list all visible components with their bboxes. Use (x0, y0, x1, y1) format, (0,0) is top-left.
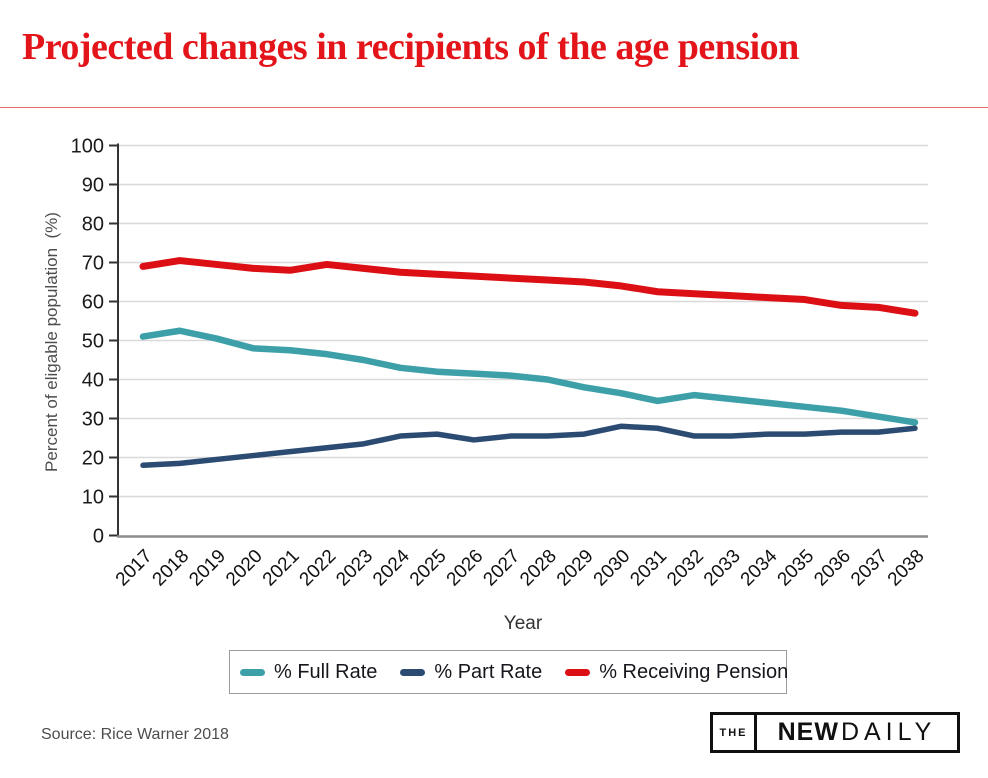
legend-item-receiving-pension: % Receiving Pension (565, 661, 788, 684)
x-tick-label: 2022 (296, 546, 341, 591)
x-axis-title: Year (504, 613, 543, 634)
x-tick-label: 2037 (847, 546, 892, 591)
line-chart: 0102030405060708090100201720182019202020… (42, 136, 929, 635)
source-note: Source: Rice Warner 2018 (41, 726, 229, 743)
y-tick-label: 0 (93, 526, 104, 548)
series-line-part-rate (140, 423, 918, 469)
y-tick-label: 50 (82, 331, 104, 353)
logo-new-text: NEW (777, 718, 839, 746)
y-tick-label: 90 (82, 175, 104, 197)
y-tick-label: 80 (82, 214, 104, 236)
logo-wordmark: NEW DAILY (757, 715, 957, 750)
legend-item-full-rate: % Full Rate (240, 661, 377, 684)
y-tick-label: 60 (82, 292, 104, 314)
legend-label-full-rate: % Full Rate (274, 660, 378, 683)
y-tick-label: 70 (82, 253, 104, 275)
x-tick-label: 2027 (479, 546, 524, 591)
receiving-pension-swatch (565, 668, 591, 676)
chart-legend: % Full Rate % Part Rate % Receiving Pens… (229, 650, 788, 694)
x-tick-label: 2035 (774, 546, 819, 591)
x-tick-label: 2026 (443, 546, 488, 591)
y-axis-title: Percent of eligable population (%) (42, 212, 61, 472)
y-tick-label: 20 (82, 448, 104, 470)
x-tick-label: 2036 (810, 546, 855, 591)
series-line-full-rate (139, 327, 919, 426)
x-tick-label: 2023 (332, 546, 377, 591)
x-tick-label: 2038 (884, 546, 929, 591)
x-tick-label: 2020 (222, 546, 267, 591)
x-tick-label: 2017 (112, 546, 157, 591)
newdaily-logo: THE NEW DAILY (710, 712, 960, 753)
x-tick-label: 2033 (700, 546, 745, 591)
logo-the-text: THE (713, 715, 757, 750)
part-rate-swatch (400, 668, 426, 676)
full-rate-swatch (240, 668, 265, 676)
page-title: Projected changes in recipients of the a… (22, 26, 799, 68)
x-tick-label: 2021 (259, 546, 304, 591)
x-tick-label: 2028 (516, 546, 561, 591)
legend-item-part-rate: % Part Rate (400, 661, 542, 684)
x-tick-label: 2034 (737, 545, 782, 590)
x-tick-label: 2025 (406, 546, 451, 591)
series-line-receiving-pension (139, 257, 919, 317)
x-tick-label: 2030 (590, 546, 635, 591)
x-tick-label: 2018 (149, 546, 194, 591)
legend-label-part-rate: % Part Rate (434, 660, 543, 683)
logo-daily-text: DAILY (840, 718, 937, 746)
y-tick-label: 10 (82, 487, 104, 509)
x-tick-label: 2029 (553, 546, 598, 591)
y-tick-label: 100 (71, 136, 104, 158)
x-tick-label: 2031 (626, 546, 671, 591)
x-tick-label: 2019 (185, 546, 230, 591)
y-tick-label: 30 (82, 409, 104, 431)
y-tick-label: 40 (82, 370, 104, 392)
x-tick-label: 2024 (369, 545, 414, 590)
legend-label-receiving-pension: % Receiving Pension (599, 660, 789, 683)
title-divider (0, 107, 988, 108)
x-tick-label: 2032 (663, 546, 708, 591)
